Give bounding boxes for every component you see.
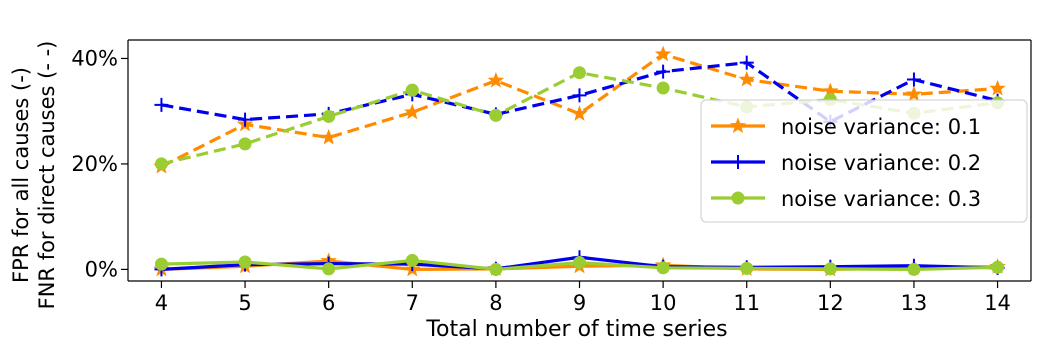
legend-marker [729, 117, 747, 133]
fpr-point [489, 262, 503, 276]
x-tick-label: 14 [984, 291, 1011, 315]
fnr-point [738, 70, 755, 87]
legend-item: noise variance: 0.2 [711, 151, 981, 175]
fnr-line [160, 52, 998, 168]
fpr-point [322, 262, 336, 276]
x-tick-label: 13 [901, 291, 928, 315]
legend-label: noise variance: 0.1 [781, 115, 981, 139]
fnr-point [322, 109, 336, 123]
fnr-point [571, 105, 588, 121]
x-tick-label: 9 [573, 291, 586, 315]
fnr-point [154, 157, 168, 171]
fnr-point [654, 45, 672, 62]
y-axis-label-line-2: FNR for direct causes (- -) [35, 41, 59, 310]
fpr-point [740, 261, 754, 275]
x-tick-label: 11 [733, 291, 760, 315]
fpr-point [907, 262, 921, 276]
fnr-point [489, 108, 503, 122]
fnr-point [404, 103, 421, 120]
legend: noise variance: 0.1 noise variance: 0.2 no… [700, 99, 1028, 223]
axes: 0% 20% 40% 4 5 6 7 8 9 10 11 12 13 14 [71, 39, 1032, 315]
y-tick-label: 20% [71, 152, 118, 176]
fpr-point [238, 255, 252, 269]
fnr-point [572, 88, 587, 103]
fpr-point [823, 262, 837, 276]
legend-marker [731, 155, 745, 169]
y-axis-label-line-1: FPR for all causes (-) [9, 67, 33, 283]
x-tick-label: 4 [155, 291, 168, 315]
legend-label: noise variance: 0.2 [781, 151, 981, 175]
x-tick-label: 12 [817, 291, 844, 315]
legend-box [700, 99, 1028, 223]
fnr-point [238, 112, 253, 127]
fnr-point [656, 64, 671, 79]
x-tick-label: 5 [238, 291, 251, 315]
legend-marker [731, 191, 745, 205]
legend-item: noise variance: 0.1 [711, 115, 981, 139]
x-tick-label: 10 [650, 291, 677, 315]
fnr-point [238, 137, 252, 151]
fnr-point [905, 85, 923, 102]
fnr-point [989, 79, 1006, 96]
fnr-point [739, 55, 754, 70]
fnr-point [405, 83, 419, 97]
fnr-point [154, 97, 169, 112]
x-axis-label: Total number of time series [425, 317, 727, 342]
fpr-point [991, 260, 1005, 274]
legend-label: noise variance: 0.3 [781, 187, 981, 211]
fnr-point [656, 81, 670, 95]
fpr-point [154, 257, 168, 271]
x-tick-label: 6 [322, 291, 335, 315]
x-tick-label: 8 [489, 291, 502, 315]
y-tick-label: 40% [71, 46, 118, 70]
fpr-point [573, 256, 586, 270]
y-tick-label: 0% [85, 257, 118, 281]
legend-item: noise variance: 0.3 [711, 187, 981, 211]
fpr-point [405, 253, 419, 267]
fnr-point [906, 72, 921, 87]
x-tick-label: 7 [406, 291, 419, 315]
fnr-point [573, 66, 586, 80]
fnr-point [320, 128, 337, 145]
fpr-point [656, 261, 670, 275]
fnr-point [487, 71, 505, 88]
